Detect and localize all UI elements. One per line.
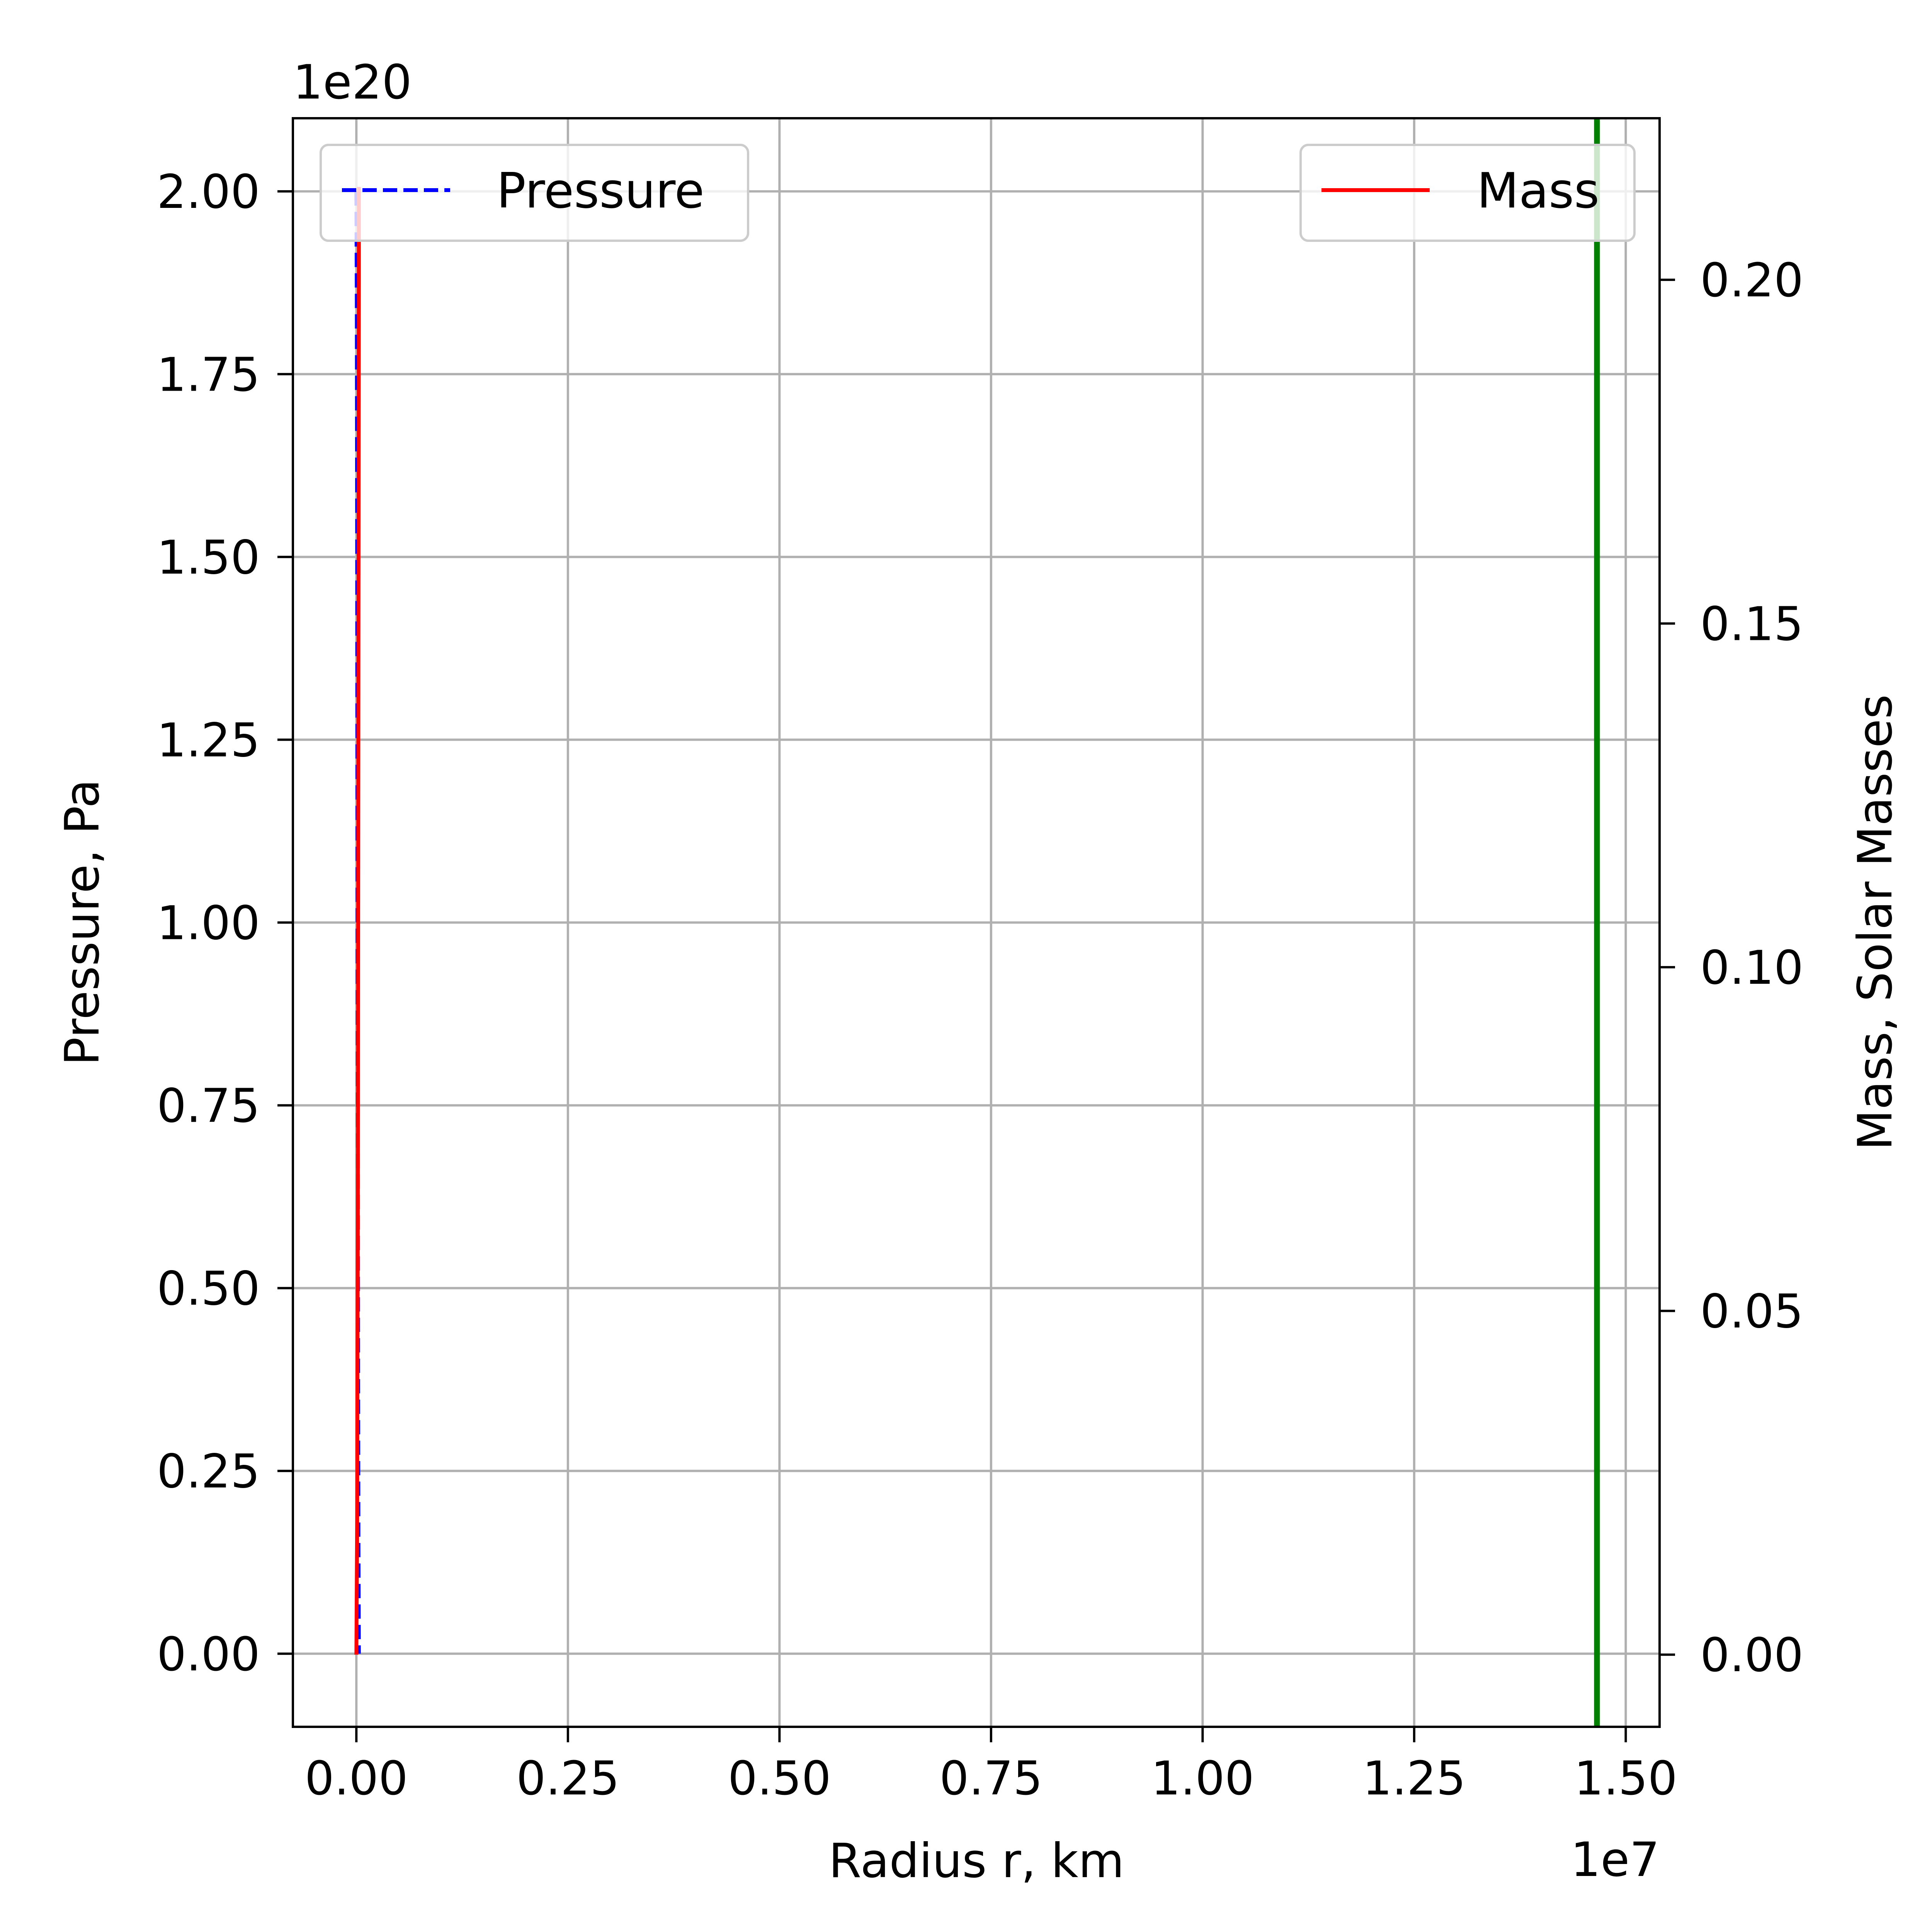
legend-mass-label: Mass xyxy=(1477,162,1599,219)
legend-pressure-box xyxy=(320,144,749,242)
y-offset-label: 1e20 xyxy=(293,55,412,110)
y-axis-title: Pressure, Pa xyxy=(55,779,110,1065)
y2-tick-label: 0.10 xyxy=(1700,941,1803,995)
legend-mass-box xyxy=(1299,144,1636,242)
x-axis-title: Radius r, km xyxy=(828,1833,1124,1888)
y2-tick-label: 0.05 xyxy=(1700,1285,1803,1339)
tick-layer: 0.00 0.25 0.50 0.75 1.00 1.25 1.50 0.00 0.25 0.50… xyxy=(157,165,1803,1806)
y2-axis-title: Mass, Solar Masses xyxy=(1848,694,1903,1150)
y2-tick-label: 0.00 xyxy=(1700,1629,1803,1682)
y-tick-label: 0.25 xyxy=(157,1445,260,1499)
x-tick-label: 1.50 xyxy=(1574,1752,1677,1806)
y-tick-label: 1.75 xyxy=(157,348,260,402)
x-tick-label: 1.00 xyxy=(1151,1752,1254,1806)
legend-mass: Mass xyxy=(1299,144,1636,242)
y-tick-label: 0.75 xyxy=(157,1080,260,1133)
x-tick-label: 1.25 xyxy=(1362,1752,1466,1806)
y2-tick-label: 0.15 xyxy=(1700,598,1803,651)
y-tick-label: 0.00 xyxy=(157,1628,260,1682)
legend-pressure-label: Pressure xyxy=(497,162,704,219)
y-tick-label: 1.25 xyxy=(157,714,260,767)
x-tick-label: 0.50 xyxy=(728,1752,831,1806)
x-tick-label: 0.25 xyxy=(516,1752,619,1806)
y-tick-label: 1.50 xyxy=(157,531,260,585)
mass-series-line xyxy=(354,187,361,1655)
y-tick-label: 0.50 xyxy=(157,1262,260,1316)
data-layer xyxy=(354,118,1600,1727)
y-tick-label: 2.00 xyxy=(157,165,260,219)
x-tick-label: 0.75 xyxy=(939,1752,1043,1806)
x-tick-label: 0.00 xyxy=(305,1752,408,1806)
y2-tick-label: 0.20 xyxy=(1700,254,1803,308)
legend-pressure: Pressure xyxy=(320,144,749,242)
y-tick-label: 1.00 xyxy=(157,897,260,951)
x-offset-label: 1e7 xyxy=(1571,1832,1660,1887)
